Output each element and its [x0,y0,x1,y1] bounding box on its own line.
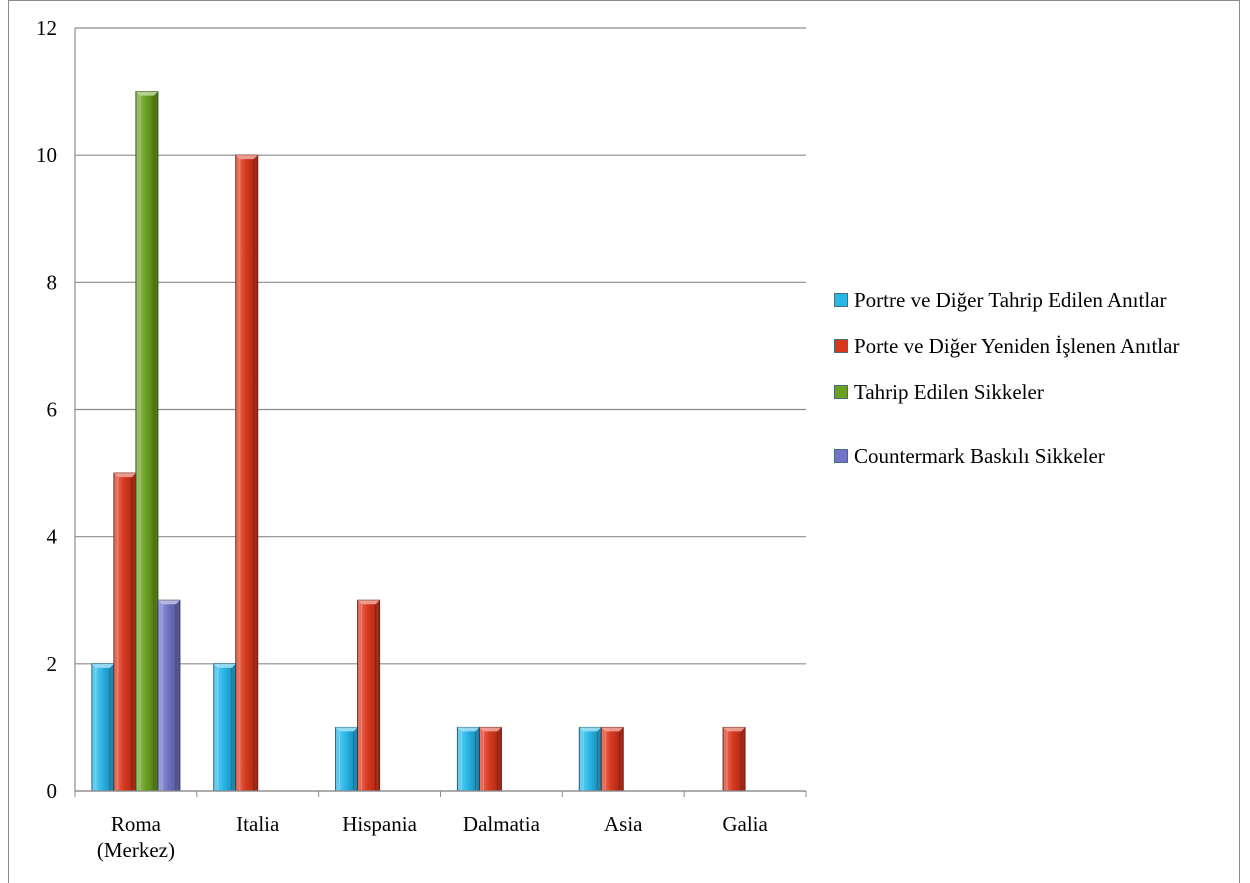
x-category-label: Asia [604,812,643,836]
gridlines [75,27,806,792]
legend-item-series-4: Countermark Baskılı Sikkeler [834,441,1214,471]
bar [478,726,502,792]
x-category-label: Galia [722,812,768,836]
legend: Portre ve Diğer Tahrip Edilen Anıtlar Po… [834,285,1214,487]
x-category-label: (Merkez) [97,838,175,862]
legend-label-series-4: Countermark Baskılı Sikkeler [854,444,1105,468]
legend-swatch-series-2 [834,339,848,353]
bars [91,91,746,792]
y-tick-label: 12 [36,16,57,40]
bar [357,599,381,792]
bar [335,726,359,792]
bar [91,663,115,792]
legend-swatch-series-3 [834,385,848,399]
legend-swatch-series-4 [834,449,848,463]
bar [157,599,181,792]
legend-label-series-3: Tahrip Edilen Sikkeler [854,380,1044,404]
y-tick-label: 4 [47,525,58,549]
x-category-label: Italia [236,812,280,836]
chart-frame [8,0,1240,883]
bar [600,726,624,792]
bar [135,91,159,792]
y-tick-label: 6 [47,398,58,422]
bar [456,726,480,792]
legend-item-series-1: Portre ve Diğer Tahrip Edilen Anıtlar [834,285,1214,315]
axes [74,28,807,797]
x-category-label: Hispania [342,812,417,836]
legend-item-series-3: Tahrip Edilen Sikkeler [834,377,1214,407]
y-tick-label: 8 [47,270,58,294]
legend-item-series-2: Porte ve Diğer Yeniden İşlenen Anıtlar [834,331,1214,361]
bar [113,472,137,792]
legend-swatch-series-1 [834,293,848,307]
y-tick-label: 2 [47,652,58,676]
legend-label-series-1: Portre ve Diğer Tahrip Edilen Anıtlar [854,288,1167,312]
bar [235,154,259,792]
legend-label-series-2: Porte ve Diğer Yeniden İşlenen Anıtlar [854,334,1180,358]
bar [722,726,746,792]
y-tick-label: 0 [47,779,58,803]
axis-labels: 0 2 4 6 8 10 12 Roma(Merkez) Italia Hispania Dalma… [36,16,768,862]
bar [213,663,237,792]
y-tick-label: 10 [36,143,57,167]
bar [578,726,602,792]
x-category-label: Roma [111,812,162,836]
x-category-label: Dalmatia [463,812,541,836]
